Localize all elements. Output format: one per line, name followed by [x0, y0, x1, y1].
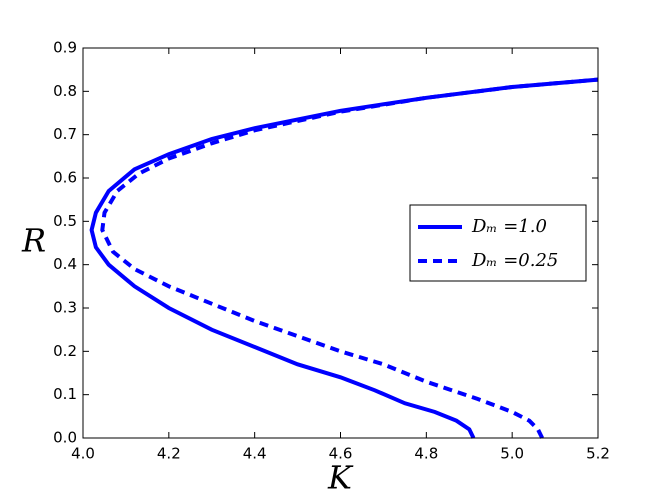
- y-tick-label: 0.9: [53, 39, 77, 57]
- y-tick-label: 0.0: [53, 429, 77, 447]
- x-tick-label: 5.0: [500, 445, 524, 463]
- y-tick-label: 0.4: [53, 255, 77, 273]
- series-line: [89, 77, 599, 439]
- legend-box: [409, 204, 587, 282]
- x-tick-label: 4.8: [414, 445, 438, 463]
- x-tick-label: 5.2: [586, 445, 610, 463]
- x-tick-label: 4.6: [329, 445, 353, 463]
- y-tick-label: 0.7: [53, 125, 77, 143]
- x-tick-label: 4.4: [243, 445, 267, 463]
- y-tick-label: 0.8: [53, 82, 77, 100]
- y-tick-label: 0.1: [53, 385, 77, 403]
- y-tick-label: 0.3: [53, 299, 77, 317]
- plot-frame: [82, 47, 599, 439]
- y-tick-label: 0.6: [53, 169, 77, 187]
- series-line: [100, 77, 599, 439]
- x-tick-label: 4.2: [157, 445, 181, 463]
- y-tick-label: 0.2: [53, 342, 77, 360]
- legend-label: Dₘ =1.0: [471, 216, 547, 237]
- y-tick-label: 0.5: [53, 212, 77, 230]
- legend-label: Dₘ =0.25: [471, 250, 558, 271]
- y-axis-label: R: [21, 222, 46, 260]
- x-axis-label: K: [327, 459, 354, 497]
- x-tick-label: 4.0: [71, 445, 95, 463]
